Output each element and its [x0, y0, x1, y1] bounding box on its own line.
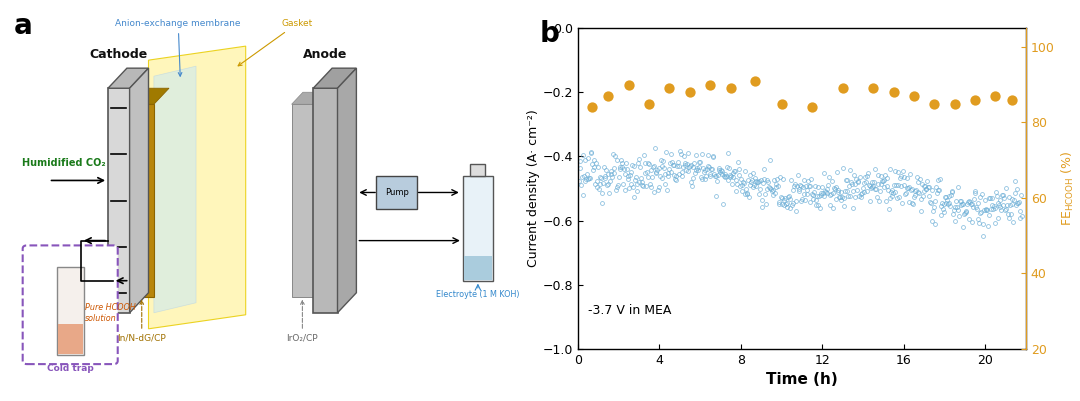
- Y-axis label: FE$_{\rm HCOOH}$ (%): FE$_{\rm HCOOH}$ (%): [1061, 151, 1077, 226]
- FancyBboxPatch shape: [57, 267, 84, 355]
- FancyBboxPatch shape: [377, 176, 417, 209]
- Point: [946, 100, 963, 107]
- Text: Anode: Anode: [303, 48, 348, 61]
- Text: -3.7 V in MEA: -3.7 V in MEA: [588, 304, 672, 317]
- Y-axis label: Current density (A· cm⁻²): Current density (A· cm⁻²): [527, 109, 540, 267]
- FancyBboxPatch shape: [471, 164, 485, 176]
- Text: Pure HCOOH
solution: Pure HCOOH solution: [85, 304, 136, 323]
- X-axis label: Time (h): Time (h): [766, 372, 838, 387]
- Point: [640, 100, 658, 107]
- Text: Cathode: Cathode: [90, 48, 148, 61]
- Point: [681, 89, 699, 95]
- FancyBboxPatch shape: [463, 176, 494, 281]
- Point: [702, 81, 719, 88]
- Polygon shape: [337, 68, 356, 313]
- Point: [865, 85, 882, 92]
- Point: [905, 93, 922, 99]
- FancyBboxPatch shape: [23, 245, 118, 364]
- Text: Pump: Pump: [384, 188, 409, 197]
- Text: Cold trap: Cold trap: [46, 364, 94, 373]
- Polygon shape: [130, 88, 168, 104]
- Text: a: a: [13, 12, 32, 40]
- Point: [746, 78, 764, 84]
- Text: Gasket: Gasket: [239, 19, 312, 66]
- Text: b: b: [540, 20, 559, 48]
- Point: [1003, 97, 1021, 103]
- Point: [834, 85, 851, 92]
- Point: [599, 93, 617, 99]
- Polygon shape: [292, 104, 313, 297]
- Polygon shape: [292, 92, 324, 104]
- Polygon shape: [313, 88, 337, 313]
- Polygon shape: [130, 68, 149, 313]
- Point: [885, 89, 902, 95]
- Point: [926, 100, 943, 107]
- Polygon shape: [108, 88, 130, 313]
- Point: [987, 93, 1004, 99]
- Text: Humidified CO₂: Humidified CO₂: [22, 158, 105, 168]
- FancyBboxPatch shape: [58, 324, 83, 354]
- Point: [721, 85, 739, 92]
- Point: [620, 81, 637, 88]
- Text: Electroyte (1 M KOH): Electroyte (1 M KOH): [436, 290, 519, 299]
- Text: Anion-exchange membrane: Anion-exchange membrane: [116, 19, 241, 76]
- Point: [967, 97, 984, 103]
- Point: [804, 104, 821, 111]
- Text: In/N-dG/CP: In/N-dG/CP: [118, 301, 166, 343]
- Point: [661, 85, 678, 92]
- Polygon shape: [108, 68, 149, 88]
- Polygon shape: [130, 104, 154, 297]
- Polygon shape: [149, 46, 246, 329]
- Point: [583, 104, 600, 111]
- FancyBboxPatch shape: [464, 256, 491, 280]
- Text: IrO₂/CP: IrO₂/CP: [286, 301, 319, 343]
- Polygon shape: [313, 68, 356, 88]
- Point: [773, 100, 791, 107]
- Polygon shape: [154, 66, 197, 313]
